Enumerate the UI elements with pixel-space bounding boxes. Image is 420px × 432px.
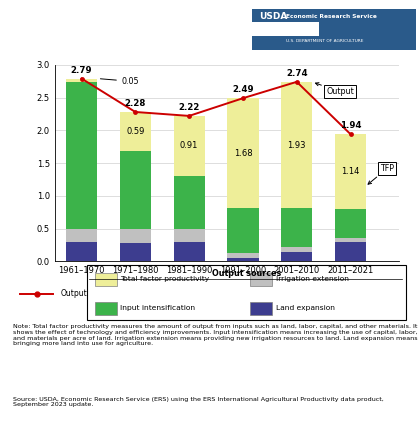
Bar [335, 209, 366, 238]
Bar [250, 273, 273, 286]
Bar [173, 175, 205, 229]
Text: 2.22: 2.22 [178, 103, 200, 112]
Text: Source: USDA, Economic Research Service (ERS) using the ERS International Agricu: Source: USDA, Economic Research Service … [13, 397, 383, 407]
Bar [335, 238, 366, 242]
Text: 2.79: 2.79 [71, 66, 92, 75]
Bar [173, 116, 205, 175]
Bar [227, 98, 259, 208]
Bar [252, 9, 416, 50]
Bar [66, 82, 97, 229]
Bar [281, 251, 312, 261]
Bar [227, 208, 259, 253]
Text: Global agricultural output growth rate by: Global agricultural output growth rate b… [13, 11, 247, 21]
Text: 1.94: 1.94 [340, 121, 361, 130]
Text: Output: Output [61, 289, 87, 299]
Bar [95, 302, 117, 315]
Y-axis label: Average annual growth rate (percent): Average annual growth rate (percent) [0, 87, 1, 239]
Bar [173, 242, 205, 261]
Text: source, 1961–2021: source, 1961–2021 [13, 37, 118, 47]
Text: 0.59: 0.59 [126, 127, 144, 136]
Bar [250, 302, 273, 315]
Bar [335, 134, 366, 209]
Bar [281, 82, 312, 208]
Text: 0.05: 0.05 [100, 77, 139, 86]
Text: 2.74: 2.74 [286, 69, 307, 78]
Bar [252, 22, 319, 36]
Bar [281, 247, 312, 251]
Bar [66, 242, 97, 261]
Bar [66, 229, 97, 242]
Text: 1.68: 1.68 [234, 149, 252, 158]
Bar [120, 229, 151, 243]
Text: Irrigation extension: Irrigation extension [276, 276, 349, 282]
Text: Input intensification: Input intensification [121, 305, 196, 311]
Bar [281, 208, 312, 247]
Bar [227, 253, 259, 258]
Bar [227, 258, 259, 261]
Text: USDA: USDA [259, 12, 288, 21]
Text: Output sources: Output sources [212, 270, 281, 278]
Text: Economic Research Service: Economic Research Service [286, 14, 376, 19]
Text: Land expansion: Land expansion [276, 305, 335, 311]
Text: 2.49: 2.49 [232, 85, 254, 94]
Bar [335, 242, 366, 261]
Text: 0.91: 0.91 [180, 141, 198, 150]
Text: 1.93: 1.93 [288, 140, 306, 149]
Text: U.S. DEPARTMENT OF AGRICULTURE: U.S. DEPARTMENT OF AGRICULTURE [286, 39, 363, 43]
Bar [120, 151, 151, 229]
Bar [66, 79, 97, 82]
Bar [95, 273, 117, 286]
Text: Note: Total factor productivity measures the amount of output from inputs such a: Note: Total factor productivity measures… [13, 324, 417, 346]
Text: 1.14: 1.14 [341, 167, 360, 176]
Bar [173, 229, 205, 242]
Bar [120, 112, 151, 151]
Text: TFP: TFP [368, 164, 394, 184]
Text: Output: Output [315, 83, 354, 96]
Bar [120, 243, 151, 261]
Text: 2.28: 2.28 [125, 99, 146, 108]
Text: Total factor productivity: Total factor productivity [121, 276, 210, 282]
